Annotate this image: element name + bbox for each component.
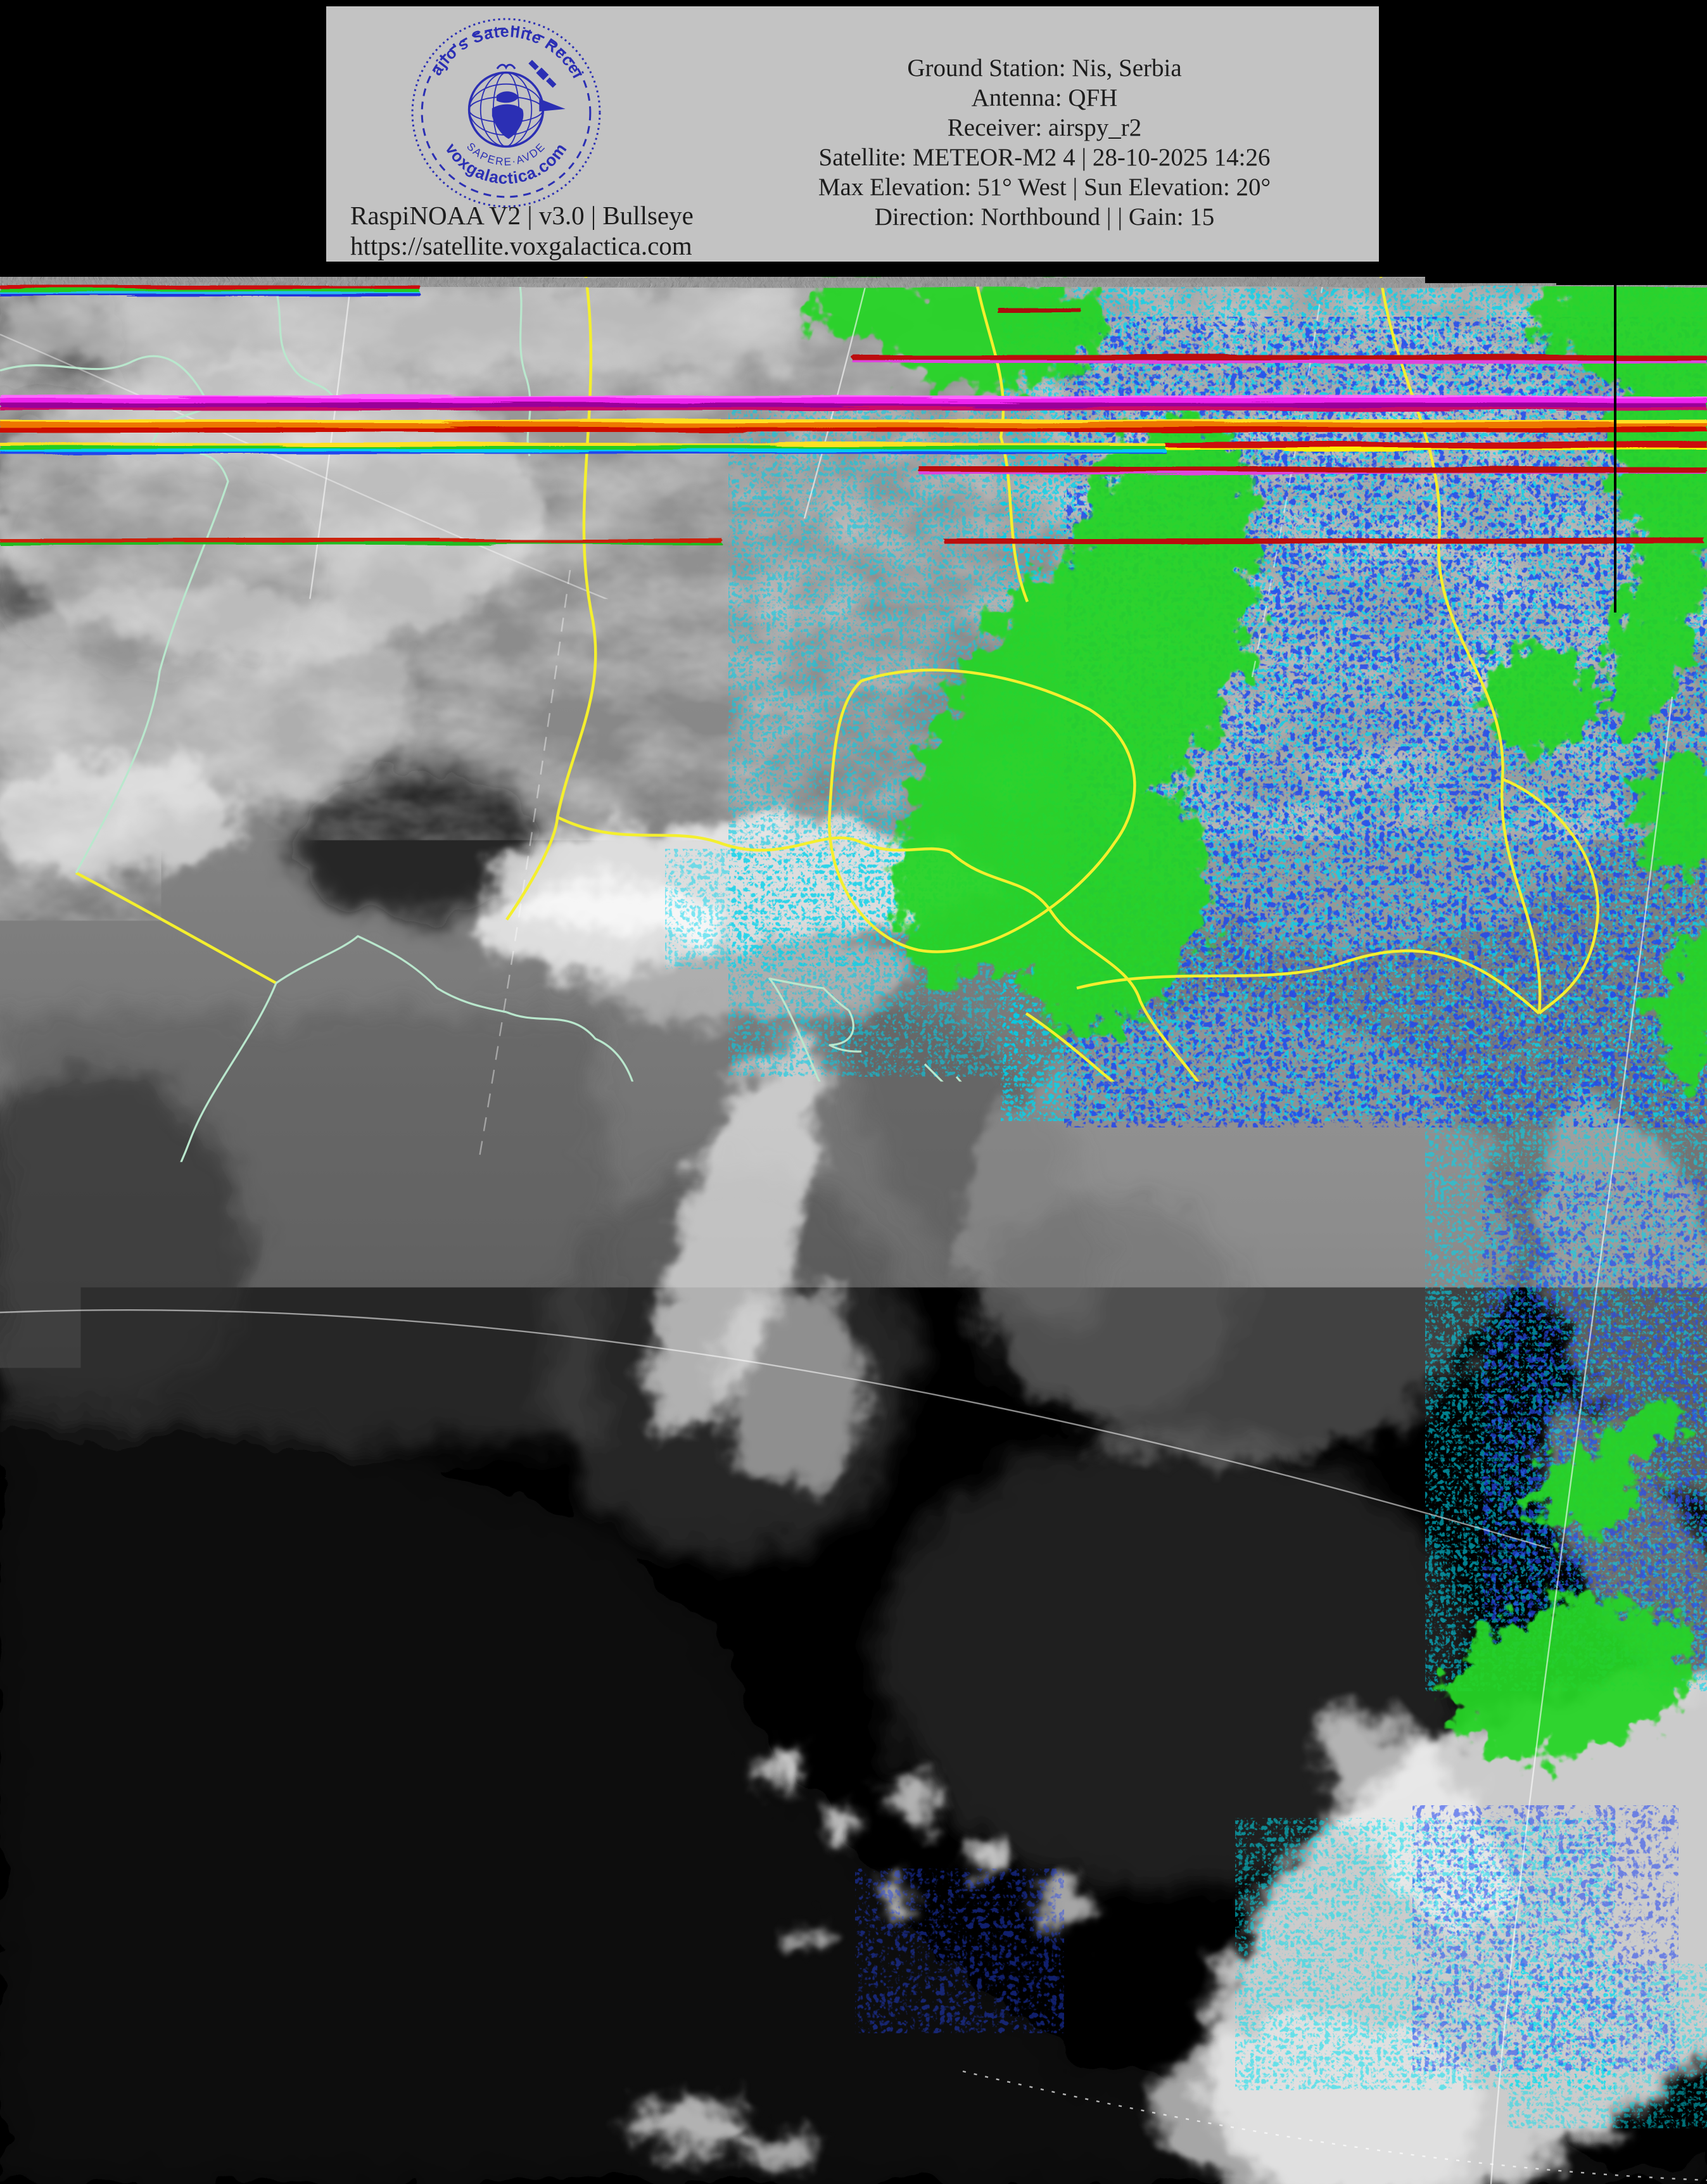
- top-right-black-step2: [1556, 277, 1707, 285]
- globe-landmass-europe: [497, 91, 519, 103]
- receiver-line: Receiver: airspy_r2: [719, 113, 1370, 143]
- software-info-block: RaspiNOAA V2 | v3.0 | Bullseye https://s…: [350, 200, 694, 261]
- svg-text:Mihajlo's Satellite Receiver: Mihajlo's Satellite Receiver: [407, 14, 587, 82]
- satellite-line: Satellite: METEOR-M2 4 | 28-10-2025 14:2…: [719, 143, 1370, 172]
- header-banner: Mihajlo's Satellite Receiver voxgalactic…: [326, 6, 1379, 262]
- ground-station-line: Ground Station: Nis, Serbia: [719, 53, 1370, 83]
- satellite-image: [0, 0, 1707, 2184]
- bottom-edge-black: [0, 2180, 1707, 2184]
- website-line: https://satellite.voxgalactica.com: [350, 231, 694, 261]
- antenna-line: Antenna: QFH: [719, 83, 1370, 113]
- station-info-block: Ground Station: Nis, Serbia Antenna: QFH…: [719, 53, 1370, 232]
- logo-stamp-icon: Mihajlo's Satellite Receiver voxgalactic…: [407, 14, 605, 212]
- glitch-black-column: [1614, 277, 1616, 613]
- satellite-capture-page: Mihajlo's Satellite Receiver voxgalactic…: [0, 0, 1707, 2184]
- software-version-line: RaspiNOAA V2 | v3.0 | Bullseye: [350, 200, 694, 231]
- elevation-line: Max Elevation: 51° West | Sun Elevation:…: [719, 172, 1370, 202]
- globe-delta-wing: [539, 99, 565, 111]
- direction-gain-line: Direction: Northbound | | Gain: 15: [719, 202, 1370, 232]
- logo-ring-text: Mihajlo's Satellite Receiver: [407, 14, 587, 82]
- bird-icon: [497, 65, 515, 68]
